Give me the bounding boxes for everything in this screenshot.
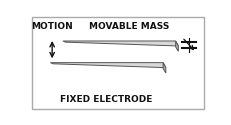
Polygon shape: [50, 63, 166, 68]
Polygon shape: [176, 41, 178, 51]
FancyBboxPatch shape: [32, 17, 204, 109]
Polygon shape: [163, 63, 166, 73]
Polygon shape: [63, 41, 178, 46]
Text: MOVABLE MASS: MOVABLE MASS: [89, 22, 169, 31]
Text: MOTION: MOTION: [31, 22, 73, 31]
Text: FIXED ELECTRODE: FIXED ELECTRODE: [60, 95, 152, 104]
